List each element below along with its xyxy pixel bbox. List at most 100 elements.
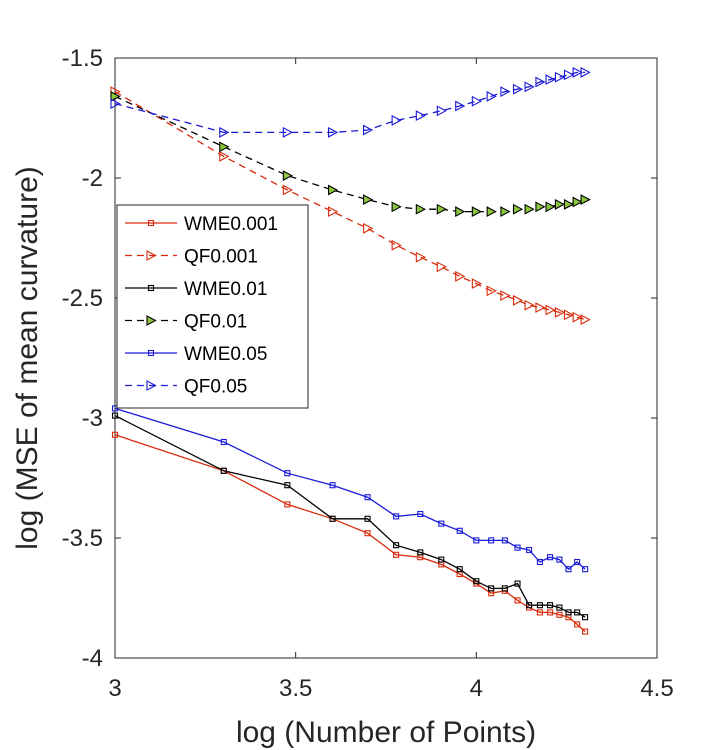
data-point <box>582 628 589 635</box>
data-point <box>536 609 543 616</box>
data-point <box>556 556 563 563</box>
legend-marker <box>147 284 155 292</box>
data-point <box>393 551 400 558</box>
legend-label: WME0.001 <box>184 214 278 235</box>
data-point <box>514 580 521 587</box>
data-point <box>580 194 591 206</box>
data-point <box>436 105 447 117</box>
data-point <box>536 558 543 566</box>
data-point <box>415 203 427 215</box>
data-point <box>282 170 294 182</box>
y-tick-label: -2 <box>82 165 103 192</box>
data-point <box>455 270 466 282</box>
series-QF0.001 <box>110 86 591 326</box>
data-point <box>471 95 483 107</box>
data-point <box>456 566 463 573</box>
data-point <box>582 614 589 621</box>
y-tick-label: -1.5 <box>62 45 103 72</box>
data-point <box>486 285 497 297</box>
data-point <box>545 74 556 86</box>
series-layer <box>110 66 591 635</box>
data-point <box>556 604 563 611</box>
data-point <box>574 621 581 628</box>
data-point <box>565 609 572 616</box>
data-point <box>471 206 483 218</box>
legend-marker <box>147 349 155 357</box>
series-QF0.05 <box>110 66 591 138</box>
data-point <box>556 611 563 618</box>
data-point <box>486 90 497 102</box>
data-point <box>219 150 230 162</box>
data-point <box>524 299 535 311</box>
data-point <box>327 126 339 138</box>
data-point <box>220 438 227 446</box>
data-point <box>111 431 119 438</box>
data-point <box>220 467 227 474</box>
data-point <box>545 304 556 316</box>
series-WME0.05 <box>111 405 589 573</box>
data-point <box>526 546 533 554</box>
data-point <box>284 501 291 508</box>
data-point <box>329 482 336 489</box>
data-point <box>536 602 543 609</box>
data-point <box>455 100 466 112</box>
data-point <box>524 81 535 93</box>
data-point <box>456 527 463 534</box>
x-tick-label: 4 <box>470 675 483 702</box>
data-point <box>415 110 427 122</box>
data-point <box>554 198 566 210</box>
data-point <box>546 609 554 616</box>
series-line <box>114 91 586 321</box>
data-point <box>535 302 546 314</box>
data-point <box>393 542 400 549</box>
plot-area <box>114 57 658 659</box>
series-line <box>114 434 586 633</box>
series-line <box>114 95 586 213</box>
data-point <box>501 585 508 592</box>
legend-label: QF0.05 <box>184 377 247 398</box>
x-axis-label: log (Number of Points) <box>236 716 536 749</box>
data-point <box>563 309 575 321</box>
data-point <box>563 69 575 81</box>
y-tick-label: -4 <box>82 645 103 672</box>
data-point <box>391 239 402 251</box>
data-point <box>417 549 424 556</box>
data-point <box>110 98 121 110</box>
data-point <box>282 184 294 196</box>
legend-item: WME0.05 <box>125 344 267 365</box>
series-QF0.01 <box>110 90 591 218</box>
data-point <box>565 566 572 573</box>
data-point <box>473 537 480 544</box>
series-WME0.01 <box>111 412 589 621</box>
data-point <box>514 597 521 604</box>
y-tick-label: -2.5 <box>62 285 103 312</box>
data-point <box>364 515 371 522</box>
legend-item: QF0.01 <box>125 312 247 333</box>
data-point <box>563 198 575 210</box>
data-point <box>363 222 374 234</box>
data-point <box>436 203 447 215</box>
data-point <box>284 482 291 489</box>
data-point <box>545 201 556 213</box>
legend-box <box>116 204 309 409</box>
data-point <box>514 544 521 551</box>
data-point <box>554 306 566 318</box>
data-point <box>524 203 535 215</box>
legend-item: WME0.001 <box>125 214 278 235</box>
data-point <box>282 126 294 138</box>
data-point <box>580 66 591 78</box>
legend-marker <box>146 380 157 391</box>
data-point <box>327 206 339 218</box>
data-point <box>546 554 554 561</box>
data-point <box>219 126 230 138</box>
legend-item: WME0.01 <box>125 279 267 300</box>
legend-item: QF0.001 <box>125 247 258 268</box>
data-point <box>436 261 447 273</box>
data-point <box>473 578 480 585</box>
data-point <box>500 86 511 98</box>
data-point <box>554 71 566 83</box>
data-point <box>329 515 336 522</box>
legend-item: QF0.05 <box>125 377 247 398</box>
data-point <box>364 494 371 501</box>
